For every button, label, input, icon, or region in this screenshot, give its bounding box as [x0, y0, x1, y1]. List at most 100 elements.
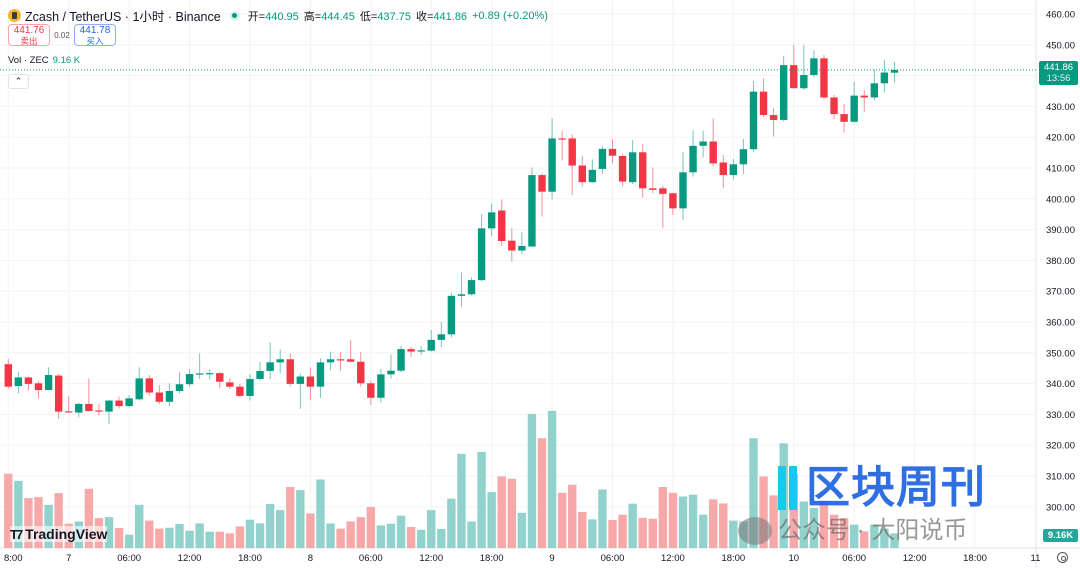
candle-body [568, 138, 576, 166]
candle-body [397, 349, 405, 371]
collapse-legend-button[interactable]: ⌃ [8, 74, 29, 89]
candle-body [226, 382, 234, 387]
time-tick-label: 12:00 [661, 553, 685, 564]
volume-bar [34, 497, 43, 548]
candle-body [548, 138, 556, 192]
price-tick-label: 380.00 [1046, 256, 1075, 267]
volume-bar [860, 531, 869, 548]
volume-legend[interactable]: Vol · ZEC 9.16 K [8, 55, 80, 66]
volume-bar [286, 487, 295, 548]
watermark-subtitle-text: 公众号 · 大阳说币 [778, 517, 968, 544]
volume-bar [709, 499, 718, 548]
candle-body [477, 228, 486, 281]
time-tick-label: 9 [549, 553, 554, 564]
volume-bar [668, 492, 678, 548]
candle-body [779, 65, 788, 120]
candle-body [286, 359, 294, 384]
candle-body [639, 152, 647, 189]
volume-bar [839, 518, 849, 548]
volume-bar [366, 507, 376, 548]
candle-body [14, 377, 23, 387]
candle-body [357, 361, 365, 384]
candle-body [387, 370, 395, 375]
price-tick-label: 410.00 [1046, 164, 1075, 175]
candle-body [266, 362, 274, 371]
candle-body [508, 240, 516, 251]
symbol-title[interactable]: Zcash / TetherUS · 1小时 · Binance [25, 10, 221, 24]
volume-bar [749, 438, 758, 548]
candle-body [75, 403, 83, 413]
volume-bar [849, 524, 859, 548]
price-tick-label: 340.00 [1046, 379, 1075, 390]
volume-bar [155, 528, 164, 548]
ohlc-open-value: 440.95 [265, 10, 299, 23]
candle-body [246, 378, 254, 396]
ohlc-close-value: 441.86 [433, 10, 468, 23]
volume-bar [759, 476, 768, 548]
volume-bar [265, 504, 275, 548]
volume-bar [638, 517, 647, 548]
candle-body [528, 175, 536, 247]
candle-body [185, 374, 194, 385]
candle-body [4, 364, 12, 387]
zcash-coin-icon [8, 9, 21, 22]
candle-body [669, 193, 677, 209]
candle-body [85, 403, 93, 412]
buy-button[interactable]: 441.78 买入 [74, 24, 116, 46]
time-axis[interactable]: 8:00 7 06:00 12:00 18:00 8 06:00 12:00 18:00 9 06:… [4, 553, 1040, 564]
candle-body [417, 350, 425, 352]
candle-body [306, 376, 315, 387]
watermark-logo-icon [778, 466, 797, 510]
candle-body [739, 149, 748, 165]
volume-bar [769, 495, 778, 548]
candle-body [54, 375, 63, 412]
volume-bar [114, 528, 124, 548]
candle-body [155, 392, 164, 402]
volume-bar [175, 524, 184, 548]
volume-bar [477, 451, 486, 548]
candle-body [377, 374, 385, 398]
candle-body [679, 172, 687, 209]
time-tick-label: 12:00 [178, 553, 202, 564]
price-tick-label: 420.00 [1046, 133, 1075, 144]
price-tick-label: 450.00 [1046, 40, 1075, 51]
volume-bar [245, 519, 255, 548]
candle-body [860, 95, 868, 98]
volume-bar [205, 531, 214, 548]
price-tick-label: 330.00 [1046, 410, 1075, 421]
volume-bar [890, 533, 899, 548]
candle-body [256, 370, 264, 379]
volume-bar [497, 476, 506, 548]
price-axis[interactable]: 460.00450.00440.00430.00420.00410.00400.… [1046, 10, 1075, 514]
tradingview-logo[interactable]: T7 TradingView [10, 526, 108, 542]
wechat-icon [738, 517, 772, 545]
candle-body [326, 359, 335, 363]
sell-price: 441.76 [13, 25, 45, 36]
volume-bar [809, 508, 819, 548]
volume-bar [799, 501, 809, 548]
volume-bar [165, 527, 174, 548]
candle-body [699, 141, 707, 146]
volume-bar [819, 500, 829, 548]
settings-gear-icon[interactable] [1057, 552, 1068, 563]
volume-bar [729, 520, 738, 548]
candle-body [870, 83, 879, 98]
volume-bar [427, 510, 436, 548]
volume-bar [406, 527, 416, 548]
sell-button[interactable]: 441.76 卖出 [8, 24, 50, 46]
tradingview-brand-text: TradingView [25, 526, 108, 542]
volume-bar [104, 517, 114, 548]
time-tick-label: 12:00 [903, 553, 927, 564]
candle-body [34, 383, 43, 391]
candle-body [316, 362, 325, 387]
candle-body [659, 188, 667, 194]
volume-legend-value: 9.16 K [52, 55, 81, 66]
candle-body [457, 294, 466, 296]
candle-body [729, 164, 738, 176]
candle-body [880, 72, 889, 84]
volume-bar [306, 513, 315, 548]
time-tick-label: 06:00 [842, 553, 866, 564]
candle-body [618, 155, 627, 182]
